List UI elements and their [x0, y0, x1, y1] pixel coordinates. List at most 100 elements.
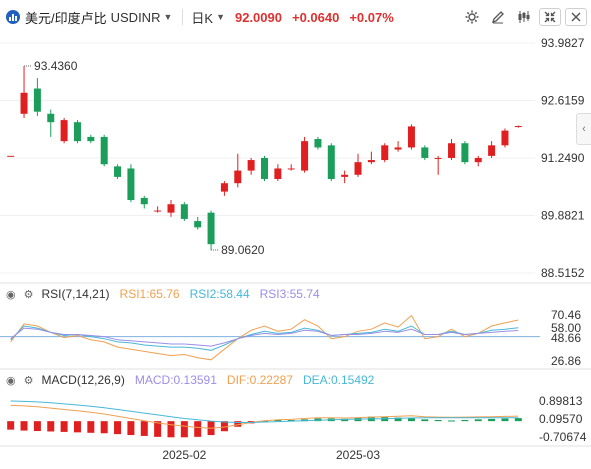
eye-icon[interactable]: ◉ — [6, 374, 16, 387]
macd-histogram-bar — [47, 421, 55, 432]
price-change: +0.0640 — [291, 9, 340, 25]
candle-body — [488, 145, 496, 156]
macd-histogram-bar — [474, 419, 482, 422]
macd-histogram-bar — [461, 420, 469, 422]
macd-histogram-bar — [180, 421, 188, 438]
indicator-settings-icon[interactable]: ⚙ — [23, 374, 34, 387]
macd-histogram-bar — [341, 418, 349, 422]
dea-line — [10, 400, 519, 423]
price-change-percent: +0.07% — [349, 9, 394, 25]
candle-body — [220, 183, 228, 192]
price-tick-label: 89.8821 — [541, 208, 585, 222]
rsi2-value: RSI2:58.44 — [189, 287, 250, 301]
macd-histogram-bar — [394, 417, 402, 422]
macd-histogram-bar — [501, 418, 509, 422]
candle-body — [301, 141, 309, 171]
axes: 93.9827 92.6159 91.2490 89.8821 88.5152 70.46… — [162, 36, 586, 462]
candle-body — [87, 136, 95, 142]
macd-histogram-bar — [194, 421, 202, 437]
symbol-logo-icon — [6, 10, 20, 24]
interval-selector[interactable]: 日K — [191, 10, 214, 26]
candle-body — [20, 92, 28, 114]
price-tick-label: 91.2490 — [541, 151, 585, 165]
rsi-header: ◉ ⚙ RSI(7,14,21) RSI1:65.76 RSI2:58.44 R… — [6, 287, 330, 301]
candle-body — [114, 166, 122, 177]
candle-body — [100, 136, 108, 165]
candle-body — [448, 143, 456, 158]
candle-body — [47, 113, 55, 123]
collapse-icon[interactable] — [539, 8, 561, 26]
candle-body — [327, 145, 335, 179]
macd-histogram-bar — [167, 421, 175, 438]
grid-lines — [0, 42, 591, 447]
candle-body — [341, 174, 349, 177]
indicator-settings-icon[interactable]: ⚙ — [23, 288, 34, 301]
macd-histogram-bar — [154, 421, 162, 437]
candle-body — [407, 126, 415, 148]
macd-histogram-bar — [448, 420, 456, 422]
toolbar — [457, 8, 587, 26]
macd-histogram-bar — [488, 418, 496, 422]
macd-histogram-bar — [220, 421, 228, 432]
rsi3-value: RSI3:55.74 — [259, 287, 320, 301]
macd-panel — [7, 400, 522, 438]
macd-histogram-bar — [73, 421, 81, 433]
settings-icon[interactable] — [461, 8, 483, 26]
interval-dropdown-icon[interactable]: ▼ — [216, 12, 225, 22]
symbol-dropdown-icon[interactable]: ▼ — [163, 12, 173, 22]
candle-body — [140, 197, 148, 205]
eye-icon[interactable]: ◉ — [6, 288, 16, 301]
symbol-code[interactable]: USDINR — [110, 9, 161, 25]
dif-value: DIF:0.22287 — [226, 373, 293, 387]
draw-tool-icon[interactable] — [487, 8, 509, 26]
close-icon[interactable] — [565, 8, 587, 26]
macd-histogram-bar — [434, 420, 442, 422]
rsi-tick-label: 70.46 — [551, 308, 581, 322]
rsi-tick-label: 26.86 — [551, 354, 581, 368]
low-price-label: 89.0620 — [221, 243, 265, 257]
rsi-panel — [0, 314, 540, 361]
macd-tick-label: 0.09570 — [539, 412, 583, 426]
x-tick-label: 2025-02 — [162, 448, 206, 462]
macd-histogram-bar — [20, 421, 28, 431]
macd-histogram-bar — [87, 421, 95, 433]
x-tick-label: 2025-03 — [336, 448, 380, 462]
candle-body — [234, 170, 242, 184]
candle-body — [154, 210, 162, 212]
candle-body — [207, 212, 215, 245]
candle-body — [7, 155, 15, 157]
macd-header: ◉ ⚙ MACD(12,26,9) MACD:0.13591 DIF:0.222… — [6, 373, 384, 387]
rsi-tick-label: 48.66 — [551, 331, 581, 345]
chart-header: 美元/印度卢比 USDINR ▼ 日K ▼ 92.0090 +0.0640 +0… — [0, 0, 591, 34]
macd-histogram-bar — [140, 421, 148, 436]
candle-body — [287, 168, 295, 170]
header-divider — [182, 9, 184, 25]
price-tick-label: 92.6159 — [541, 93, 585, 107]
candle-body — [514, 126, 522, 128]
dif-line — [10, 404, 519, 429]
macd-histogram-bar — [33, 421, 41, 432]
chart-type-icon[interactable] — [513, 8, 535, 26]
expand-sidebar-icon[interactable]: ‹ — [576, 113, 591, 145]
dea-value: DEA:0.15492 — [302, 373, 375, 387]
candle-body — [381, 145, 389, 161]
candle-body — [421, 147, 429, 158]
candle-body — [501, 130, 509, 146]
rsi1-value: RSI1:65.76 — [119, 287, 180, 301]
candle-body — [33, 88, 41, 112]
candle-body — [474, 157, 482, 163]
macd-histogram-bar — [514, 418, 522, 422]
macd-histogram-bar — [7, 421, 15, 430]
high-price-label: 93.4360 — [34, 59, 78, 73]
macd-histogram-bar — [407, 418, 415, 422]
symbol-name[interactable]: 美元/印度卢比 — [25, 10, 107, 26]
last-price: 92.0090 — [234, 9, 282, 25]
rsi-line — [10, 314, 519, 361]
candle-body — [261, 157, 268, 179]
macd-histogram-bar — [421, 419, 429, 422]
macd-tick-label: -0.70674 — [539, 430, 587, 444]
rsi-indicator-name: RSI(7,14,21) — [41, 287, 110, 301]
macd-histogram-bar — [127, 421, 135, 436]
candle-body — [434, 157, 442, 159]
